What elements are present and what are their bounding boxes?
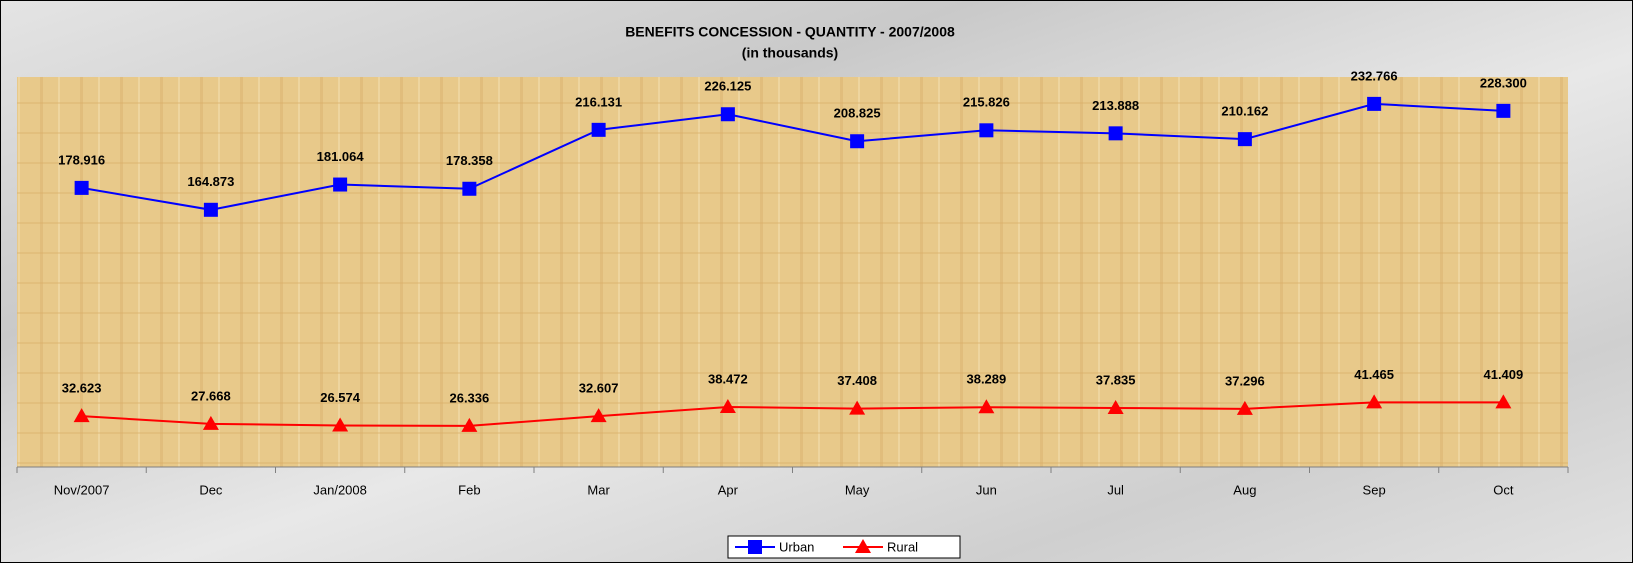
data-point — [1496, 103, 1511, 118]
data-label: 41.465 — [1354, 367, 1394, 382]
data-point — [333, 177, 348, 192]
data-point — [850, 134, 865, 149]
data-label: 38.472 — [708, 371, 748, 386]
data-label: 32.623 — [62, 381, 102, 396]
data-label: 215.826 — [963, 95, 1010, 110]
data-label: 32.607 — [579, 381, 619, 396]
x-tick-label: Jun — [976, 482, 997, 497]
data-label: 226.125 — [704, 79, 751, 94]
data-point — [202, 415, 219, 430]
data-label: 41.409 — [1483, 367, 1523, 382]
data-label: 228.300 — [1480, 75, 1527, 90]
x-tick-label: Mar — [587, 482, 610, 497]
data-point — [332, 417, 349, 432]
chart-title: BENEFITS CONCESSION - QUANTITY - 2007/20… — [625, 24, 955, 40]
data-point — [1367, 96, 1382, 111]
series-line — [81, 102, 1504, 211]
data-point — [203, 202, 218, 217]
data-label: 208.825 — [834, 106, 881, 121]
data-point — [462, 181, 477, 196]
legend-label: Rural — [887, 539, 918, 554]
x-tick-label: Oct — [1493, 482, 1514, 497]
data-point — [461, 417, 478, 432]
data-point — [73, 408, 90, 423]
data-label: 181.064 — [317, 149, 365, 164]
data-label: 38.289 — [966, 372, 1006, 387]
data-point — [720, 107, 735, 122]
series-line — [81, 401, 1504, 427]
data-label: 210.162 — [1221, 104, 1268, 119]
data-point — [591, 122, 606, 137]
legend-label: Urban — [779, 539, 814, 554]
legend: Urban Rural — [727, 535, 961, 559]
data-label: 37.296 — [1225, 373, 1265, 388]
data-label: 37.408 — [837, 373, 877, 388]
x-tick-label: Aug — [1233, 482, 1256, 497]
data-label: 178.358 — [446, 153, 493, 168]
data-point — [74, 180, 89, 195]
data-label: 213.888 — [1092, 98, 1139, 113]
data-point — [849, 400, 866, 415]
data-point — [1107, 399, 1124, 414]
x-tick-label: Dec — [199, 482, 223, 497]
data-point — [979, 123, 994, 138]
data-label: 37.835 — [1096, 372, 1136, 387]
x-tick-label: Sep — [1363, 482, 1386, 497]
chart-subtitle: (in thousands) — [742, 45, 838, 61]
data-point — [1495, 394, 1512, 409]
plot-area — [17, 77, 1568, 467]
x-tick-label: Jan/2008 — [313, 482, 367, 497]
data-point — [1366, 394, 1383, 409]
data-label: 27.668 — [191, 388, 231, 403]
x-tick-label: Feb — [458, 482, 480, 497]
data-point — [590, 408, 607, 423]
legend-marker — [748, 540, 762, 554]
data-label: 164.873 — [187, 174, 234, 189]
data-point — [719, 398, 736, 413]
x-tick-label: May — [845, 482, 870, 497]
data-point — [1236, 400, 1253, 415]
x-tick-label: Apr — [718, 482, 739, 497]
data-point — [1108, 126, 1123, 141]
data-point — [1237, 132, 1252, 147]
data-label: 216.131 — [575, 94, 622, 109]
data-point — [978, 399, 995, 414]
data-label: 232.766 — [1351, 68, 1398, 83]
x-tick-label: Jul — [1107, 482, 1124, 497]
data-label: 26.336 — [449, 390, 489, 405]
data-label: 178.916 — [58, 152, 105, 167]
legend-marker — [855, 539, 871, 553]
x-tick-label: Nov/2007 — [54, 482, 110, 497]
data-label: 26.574 — [320, 390, 361, 405]
